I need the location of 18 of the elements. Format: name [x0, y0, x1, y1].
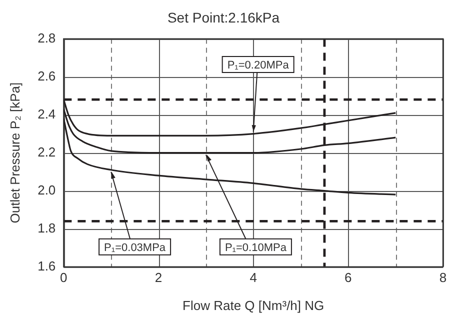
x-tick-label: 0: [60, 270, 68, 286]
y-tick-label: 1.8: [38, 220, 56, 236]
x-tick-label: 6: [344, 270, 352, 286]
x-tick-label: 4: [250, 270, 257, 286]
y-axis-title: Outlet Pressure P₂ [kPa]: [7, 82, 22, 224]
y-tick-label: 2.6: [38, 68, 56, 84]
y-tick-label: 2.0: [38, 182, 56, 198]
text: P₁=0.03MPa: [104, 242, 166, 254]
y-tick-label: 2.2: [38, 144, 56, 160]
x-tick-label: 8: [439, 270, 447, 286]
y-tick-label: 2.8: [38, 30, 56, 46]
chart-title: Set Point:2.16kPa: [167, 9, 280, 26]
y-tick-label: 1.6: [38, 258, 56, 274]
text: P₁=0.20MPa: [227, 59, 290, 72]
y-tick-label: 2.4: [38, 106, 56, 122]
text: P₁=0.10MPa: [224, 242, 288, 254]
x-axis-title: Flow Rate Q [Nm³/h] NG: [182, 298, 324, 313]
x-tick-label: 2: [154, 270, 162, 286]
